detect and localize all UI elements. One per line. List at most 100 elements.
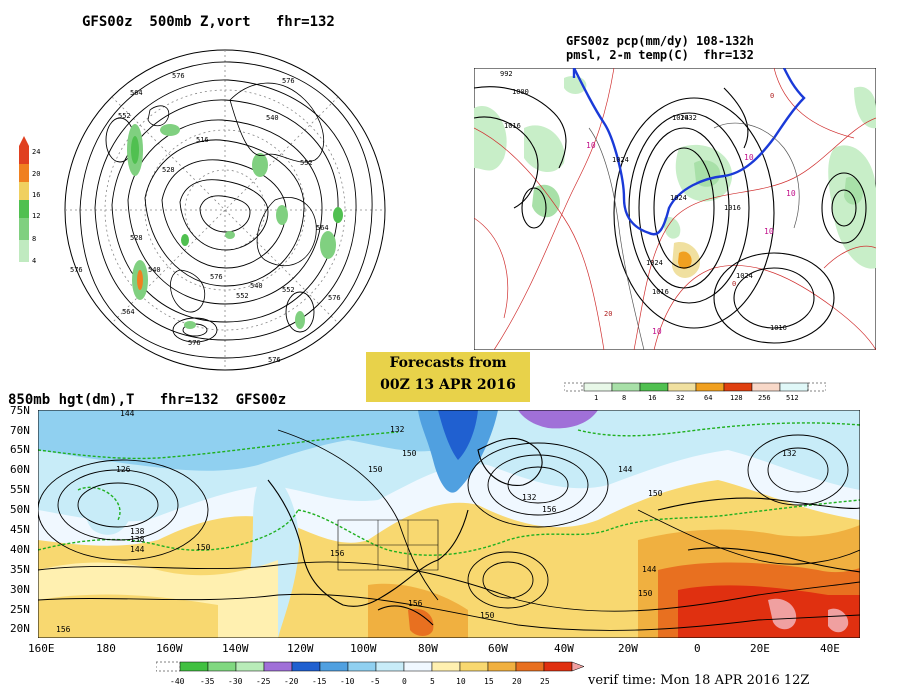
precip-legend-value: 64 [704,394,712,402]
isobar-label: 1016 [504,122,521,130]
isobar-label: 992 [500,70,513,78]
lat-label: 40N [10,543,30,556]
lat-label: 35N [10,563,30,576]
contour-label: 576 [210,273,223,281]
height-label: 150 [196,543,211,552]
lon-label: 0 [694,642,701,655]
temp-label: 0 [732,280,736,288]
contour-label: 552 [118,112,131,120]
precip-legend-value: 16 [648,394,656,402]
precip-colorbar: 1 8 16 32 64 128 256 512 [564,382,826,402]
contour-label: 576 [70,266,83,274]
lon-label: 40E [820,642,840,655]
forecast-banner: Forecasts from 00Z 13 APR 2016 [366,352,530,402]
temp-legend-value: -35 [200,677,215,686]
height-label: 150 [368,465,383,474]
lat-label: 75N [10,404,30,417]
contour-label: 552 [300,159,313,167]
height-label: 156 [56,625,71,634]
temp-legend-value: 25 [540,677,550,686]
verif-time: verif time: Mon 18 APR 2016 12Z [588,673,810,688]
temp-label: 10 [586,141,596,150]
contour-label: 528 [130,234,143,242]
pmsl-precip-map: 992 10 0 0 1016 1024 1024 1032 1024 1016 1… [474,68,876,350]
temp-legend-value: 20 [512,677,522,686]
contour-label: 552 [236,292,249,300]
lon-label: 160E [28,642,55,655]
contour-label: 576 [328,294,341,302]
vort-legend-tick: 24 [32,148,41,156]
precip-legend-value: 8 [622,394,626,402]
lon-label: 20E [750,642,770,655]
temp-legend-value: -10 [340,677,355,686]
height-label: 156 [408,599,423,608]
height-label: 126 [116,465,131,474]
contour-label: 576 [282,77,295,85]
contour-label: 540 [250,282,263,290]
temp-legend-value: -30 [228,677,243,686]
lat-label: 65N [10,443,30,456]
temp-label: 0 [770,92,774,100]
title-850mb: 850mb hgt(dm),T fhr=132 GFS00z [8,392,287,408]
temp-legend-value: -15 [312,677,327,686]
contour-label: 564 [122,308,135,316]
height-label: 150 [402,449,417,458]
lat-label: 55N [10,483,30,496]
contour-label: 540 [266,114,279,122]
vort-legend-tick: 16 [32,191,41,199]
vorticity-colorbar [19,136,29,262]
vort-legend-tick: 12 [32,212,41,220]
isobar-label: 1024 [672,114,689,122]
lat-label: 20N [10,622,30,635]
isobar-label: 1016 [652,288,669,296]
temp-label: 10 [744,153,754,162]
temp-label: 10 [652,327,662,336]
height-label: 156 [542,505,557,514]
isobar-label: 1024 [670,194,687,202]
isobar-label: 1024 [646,259,663,267]
precip-legend-value: 1 [594,394,598,402]
temp-label: 10 [786,189,796,198]
temp-label: 10 [764,227,774,236]
precip-legend-value: 128 [730,394,743,402]
isobar-label: 1032 [680,114,697,122]
temp-legend-value: 5 [430,677,435,686]
contour-label: 576 [172,72,185,80]
height-label: 144 [618,465,633,474]
height-label: 144 [120,410,135,418]
vort-legend-tick: 4 [32,257,37,265]
lat-label: 25N [10,603,30,616]
height-label: 144 [130,545,145,554]
temp-legend-value: -25 [256,677,271,686]
height-label: 156 [330,549,345,558]
temperature-colorbar: -40 -35 -30 -25 -20 -15 -10 -5 0 5 10 15… [156,661,584,686]
map-850mb: 144 126 132 138 144 150 156 150 132 144 … [38,410,860,638]
isobar-label: 1024 [736,272,753,280]
temp-legend-value: 0 [402,677,407,686]
temp-legend-value: -40 [170,677,185,686]
contour-label: 552 [282,286,295,294]
lat-label: 45N [10,523,30,536]
height-label: 150 [638,589,653,598]
lat-label: 60N [10,463,30,476]
contour-label: 564 [130,89,143,97]
temp-legend-value: 10 [456,677,466,686]
precip-legend-value: 32 [676,394,684,402]
lon-label: 160W [156,642,183,655]
precip-legend-value: 256 [758,394,771,402]
isobar-label: 1024 [612,156,629,164]
contour-label: 516 [196,136,209,144]
lat-label: 30N [10,583,30,596]
contour-label: 528 [162,166,175,174]
title-pmsl-line2: pmsl, 2-m temp(C) fhr=132 [566,48,754,62]
height-label: 132 [390,425,405,434]
polar-500mb-map: 576 576 564 552 516 528 540 552 564 576 … [64,49,386,371]
contour-label: 576 [268,356,281,364]
title-pmsl-line1: GFS00z pcp(mm/dy) 108-132h [566,34,754,48]
height-label: 132 [522,493,537,502]
height-label: 132 [782,449,797,458]
banner-line1: Forecasts from [389,355,507,371]
lon-label: 60W [488,642,508,655]
lat-label: 70N [10,424,30,437]
banner-line2: 00Z 13 APR 2016 [380,377,516,393]
